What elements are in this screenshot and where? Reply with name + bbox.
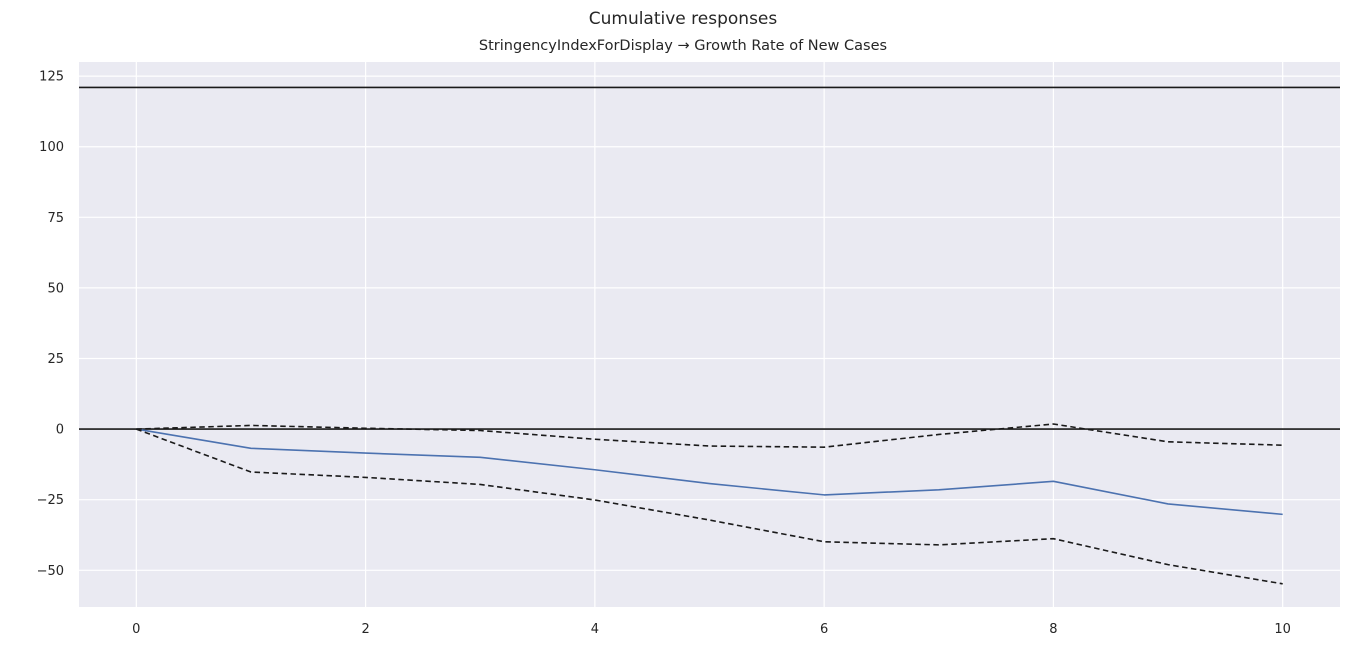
plot-background — [79, 62, 1340, 607]
y-tick-label: −25 — [37, 493, 64, 508]
x-tick-label: 0 — [132, 622, 140, 637]
y-tick-label: −50 — [37, 564, 64, 579]
x-tick-label: 2 — [361, 622, 369, 637]
confidence-band-line — [136, 423, 1283, 448]
y-tick-label: 0 — [56, 423, 64, 438]
x-tick-label: 4 — [591, 622, 599, 637]
y-tick-label: 125 — [39, 70, 64, 85]
x-tick-label: 6 — [820, 622, 828, 637]
x-tick-label: 10 — [1274, 622, 1291, 637]
y-tick-label: 50 — [47, 281, 64, 296]
y-tick-label: 25 — [47, 352, 64, 367]
chart-suptitle: Cumulative responses — [588, 9, 778, 29]
y-tick-label: 75 — [47, 211, 64, 226]
x-tick-label: 8 — [1049, 622, 1057, 637]
confidence-band-line — [136, 428, 1283, 585]
chart-title: StringencyIndexForDisplay → Growth Rate … — [478, 38, 888, 54]
y-tick-label: 100 — [39, 140, 64, 155]
response-line — [136, 428, 1283, 516]
